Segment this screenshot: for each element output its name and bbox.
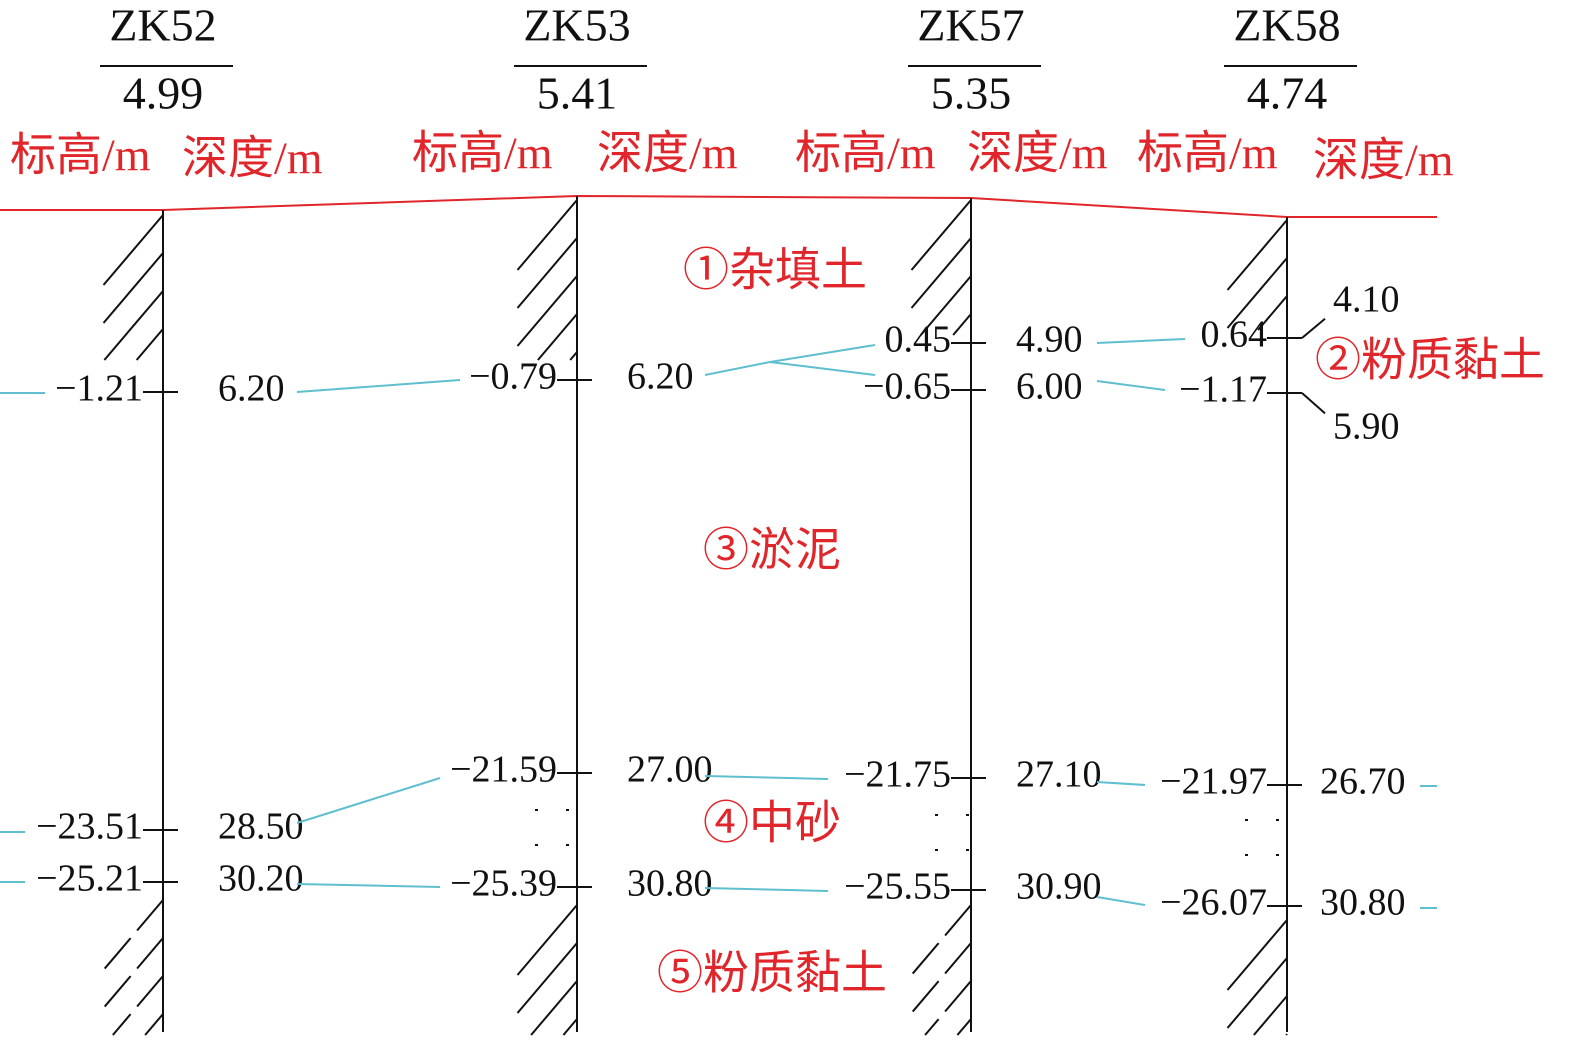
hatch bbox=[103, 290, 164, 361]
correlation-line bbox=[704, 775, 829, 780]
hatch bbox=[1226, 257, 1288, 329]
hatch bbox=[102, 214, 164, 286]
level-elevation: 0.45 bbox=[885, 319, 952, 361]
borehole-name: ZK53 bbox=[523, 0, 630, 51]
level-depth: 6.20 bbox=[627, 356, 694, 398]
layer-label: ②粉质黏土 bbox=[1315, 335, 1545, 386]
layer-label: ④中砂 bbox=[703, 798, 841, 849]
correlation-line bbox=[296, 777, 441, 824]
hatch bbox=[952, 313, 972, 336]
leader bbox=[1301, 392, 1326, 415]
level-elevation: −26.07 bbox=[1160, 882, 1267, 924]
hatch bbox=[1253, 995, 1288, 1036]
hatch bbox=[516, 942, 578, 1014]
hatch bbox=[910, 904, 972, 976]
hatch bbox=[562, 1018, 578, 1036]
borehole-elevation: 4.74 bbox=[1247, 68, 1328, 119]
level-depth: 4.90 bbox=[1016, 319, 1083, 361]
correlation-line bbox=[1096, 896, 1146, 906]
hatch bbox=[920, 275, 972, 336]
level-depth: 4.10 bbox=[1333, 279, 1400, 321]
elevation-header: 标高/m bbox=[795, 128, 936, 179]
level-depth: 6.20 bbox=[218, 368, 285, 410]
level-depth: 28.50 bbox=[218, 806, 304, 848]
level-depth: 30.20 bbox=[218, 858, 304, 900]
hatch bbox=[569, 351, 578, 361]
depth-header: 深度/m bbox=[967, 128, 1108, 179]
hatch bbox=[102, 937, 164, 1009]
level-elevation: −0.65 bbox=[863, 366, 951, 408]
borehole-elevation: 5.41 bbox=[537, 68, 618, 119]
borehole-name: ZK57 bbox=[917, 0, 1024, 51]
level-depth: 30.80 bbox=[627, 863, 713, 905]
correlation-line bbox=[704, 344, 876, 376]
level-elevation: −21.97 bbox=[1160, 761, 1267, 803]
hatch bbox=[910, 237, 972, 309]
hatch bbox=[910, 199, 972, 271]
correlation-line bbox=[704, 887, 829, 892]
level-elevation: −21.75 bbox=[844, 754, 951, 796]
level-elevation: −0.79 bbox=[469, 356, 557, 398]
hatch bbox=[516, 237, 578, 309]
layer-label: ③淤泥 bbox=[703, 525, 841, 576]
borehole-elevation: 5.35 bbox=[931, 68, 1012, 119]
hatch bbox=[1226, 957, 1288, 1029]
hatch bbox=[112, 975, 164, 1036]
hatch bbox=[135, 328, 164, 361]
level-depth: 30.80 bbox=[1320, 882, 1406, 924]
borehole-name: ZK58 bbox=[1233, 0, 1340, 51]
correlation-line bbox=[1096, 338, 1186, 344]
hatch bbox=[1257, 295, 1288, 331]
hatch bbox=[144, 1013, 164, 1036]
hatch bbox=[102, 252, 164, 324]
level-depth: 27.00 bbox=[627, 749, 713, 791]
depth-header: 深度/m bbox=[597, 128, 738, 179]
hatch bbox=[956, 1018, 972, 1036]
correlation-line bbox=[1096, 380, 1166, 391]
level-depth: 30.90 bbox=[1016, 866, 1102, 908]
hatch bbox=[1226, 219, 1288, 291]
level-depth: 27.10 bbox=[1016, 754, 1102, 796]
hatch bbox=[516, 199, 578, 271]
level-elevation: −1.21 bbox=[55, 368, 143, 410]
correlation-line bbox=[769, 361, 876, 376]
depth-header: 深度/m bbox=[182, 133, 323, 184]
hatch bbox=[516, 275, 578, 347]
level-elevation: −1.17 bbox=[1179, 369, 1267, 411]
layer-label: ①杂填土 bbox=[683, 245, 867, 296]
borehole-elevation: 4.99 bbox=[123, 68, 204, 119]
hatch bbox=[924, 980, 972, 1036]
hatch bbox=[516, 904, 578, 976]
leader bbox=[1301, 317, 1326, 339]
correlation-line bbox=[296, 883, 441, 888]
level-elevation: −21.59 bbox=[450, 749, 557, 791]
layer-label: ⑤粉质黏土 bbox=[657, 948, 887, 999]
hatch bbox=[1285, 1033, 1288, 1036]
depth-header: 深度/m bbox=[1313, 135, 1454, 186]
hatch bbox=[910, 942, 972, 1014]
level-elevation: 0.64 bbox=[1201, 314, 1268, 356]
level-depth: 5.90 bbox=[1333, 406, 1400, 448]
level-elevation: −23.51 bbox=[36, 806, 143, 848]
correlation-line bbox=[296, 379, 461, 393]
level-elevation: −25.39 bbox=[450, 863, 557, 905]
level-depth: 6.00 bbox=[1016, 366, 1083, 408]
level-depth: 26.70 bbox=[1320, 761, 1406, 803]
elevation-header: 标高/m bbox=[10, 130, 151, 181]
ground-line bbox=[0, 194, 1437, 218]
correlation-line bbox=[1096, 781, 1146, 786]
elevation-header: 标高/m bbox=[1137, 128, 1278, 179]
hatch bbox=[530, 980, 578, 1036]
hatch bbox=[537, 313, 578, 361]
level-elevation: −25.55 bbox=[844, 866, 951, 908]
elevation-header: 标高/m bbox=[412, 128, 553, 179]
borehole-name: ZK52 bbox=[109, 0, 216, 51]
level-elevation: −25.21 bbox=[36, 858, 143, 900]
hatch bbox=[1226, 919, 1288, 991]
hatch bbox=[102, 899, 164, 971]
